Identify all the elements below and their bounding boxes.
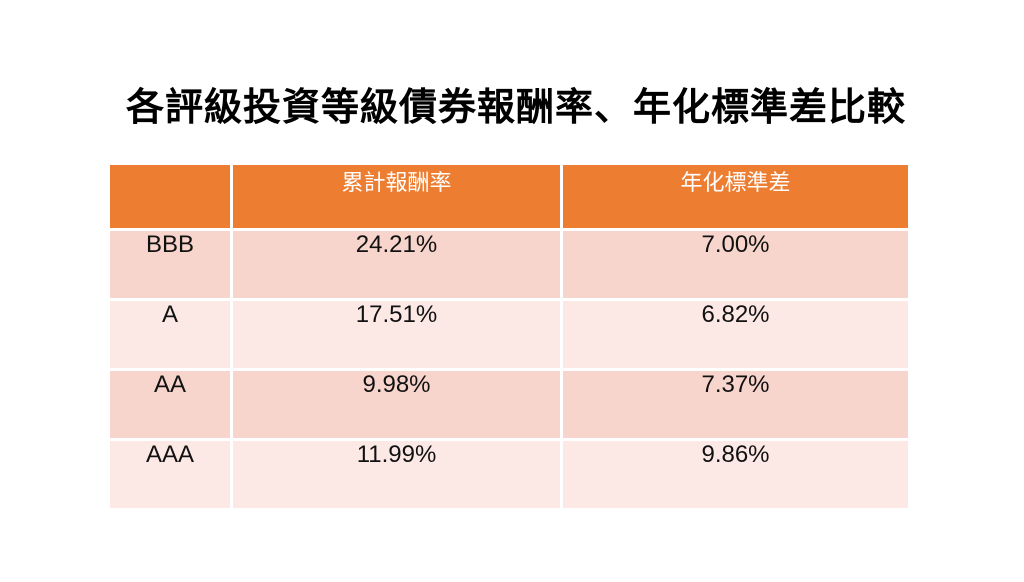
table-row: AA 9.98% 7.37% xyxy=(107,368,911,441)
cumulative-return-cell: 9.98% xyxy=(230,368,563,441)
rating-cell: AAA xyxy=(107,438,233,511)
header-cumulative-return: 累計報酬率 xyxy=(230,162,563,231)
table-row: A 17.51% 6.82% xyxy=(107,298,911,371)
header-rating xyxy=(107,162,233,231)
table-row: BBB 24.21% 7.00% xyxy=(107,228,911,301)
rating-cell: A xyxy=(107,298,233,371)
cumulative-return-cell: 24.21% xyxy=(230,228,563,301)
annualized-std-cell: 7.37% xyxy=(560,368,911,441)
header-annualized-std: 年化標準差 xyxy=(560,162,911,231)
cumulative-return-cell: 17.51% xyxy=(230,298,563,371)
comparison-table: 累計報酬率 年化標準差 BBB 24.21% 7.00% A 17.51% 6.… xyxy=(107,162,911,511)
page-title: 各評級投資等級債券報酬率、年化標準差比較 xyxy=(125,85,906,129)
rating-cell: BBB xyxy=(107,228,233,301)
annualized-std-cell: 9.86% xyxy=(560,438,911,511)
annualized-std-cell: 7.00% xyxy=(560,228,911,301)
table-header-row: 累計報酬率 年化標準差 xyxy=(107,162,911,231)
rating-cell: AA xyxy=(107,368,233,441)
table-row: AAA 11.99% 9.86% xyxy=(107,438,911,511)
cumulative-return-cell: 11.99% xyxy=(230,438,563,511)
annualized-std-cell: 6.82% xyxy=(560,298,911,371)
